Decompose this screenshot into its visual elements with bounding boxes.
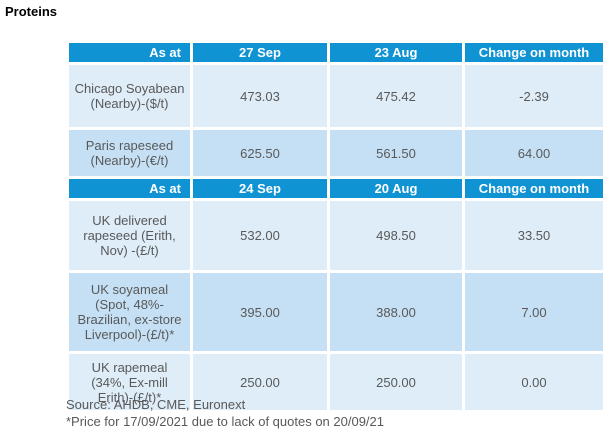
header-current-date-1: 27 Sep — [190, 40, 330, 65]
header-as-at-2: As at — [66, 176, 193, 201]
commodity-label: Chicago Soyabean (Nearby)-($/t) — [66, 62, 193, 130]
table-row-uk-rapemeal: UK rapemeal (34%, Ex-mill Erith)-(£/t)* … — [66, 351, 606, 413]
table-row-chicago-soyabean: Chicago Soyabean (Nearby)-($/t) 473.03 4… — [66, 62, 606, 130]
header-current-date-2: 24 Sep — [190, 176, 330, 201]
price-change: 7.00 — [462, 270, 606, 354]
table-header-row-1: As at 27 Sep 23 Aug Change on month — [66, 40, 606, 65]
commodity-label: Paris rapeseed (Nearby)-(€/t) — [66, 127, 193, 179]
price-change: 0.00 — [462, 351, 606, 413]
proteins-price-table: As at 27 Sep 23 Aug Change on month Chic… — [66, 40, 606, 413]
header-previous-date-2: 20 Aug — [327, 176, 465, 201]
header-change-on-month-1: Change on month — [462, 40, 606, 65]
table-row-uk-delivered-rapeseed: UK delivered rapeseed (Erith, Nov) -(£/t… — [66, 198, 606, 273]
table-footer: Source: AHDB, CME, Euronext *Price for 1… — [66, 396, 384, 430]
price-previous: 475.42 — [327, 62, 465, 130]
price-current: 473.03 — [190, 62, 330, 130]
commodity-label: UK rapemeal (34%, Ex-mill Erith)-(£/t)* — [66, 351, 193, 413]
price-previous: 250.00 — [327, 351, 465, 413]
table-row-paris-rapeseed: Paris rapeseed (Nearby)-(€/t) 625.50 561… — [66, 127, 606, 179]
proteins-table-container: As at 27 Sep 23 Aug Change on month Chic… — [66, 40, 606, 413]
page-title: Proteins — [5, 4, 58, 19]
price-current: 532.00 — [190, 198, 330, 273]
price-current: 625.50 — [190, 127, 330, 179]
price-previous: 561.50 — [327, 127, 465, 179]
commodity-label: UK soyameal (Spot, 48%- Brazilian, ex-st… — [66, 270, 193, 354]
price-current: 250.00 — [190, 351, 330, 413]
price-change: -2.39 — [462, 62, 606, 130]
header-as-at-1: As at — [66, 40, 193, 65]
price-previous: 498.50 — [327, 198, 465, 273]
source-text: Source: AHDB, CME, Euronext — [66, 397, 246, 412]
price-change: 64.00 — [462, 127, 606, 179]
price-current: 395.00 — [190, 270, 330, 354]
table-row-uk-soyameal: UK soyameal (Spot, 48%- Brazilian, ex-st… — [66, 270, 606, 354]
header-previous-date-1: 23 Aug — [327, 40, 465, 65]
commodity-label: UK delivered rapeseed (Erith, Nov) -(£/t… — [66, 198, 193, 273]
footnote-text: *Price for 17/09/2021 due to lack of quo… — [66, 414, 385, 429]
table-header-row-2: As at 24 Sep 20 Aug Change on month — [66, 176, 606, 201]
price-change: 33.50 — [462, 198, 606, 273]
price-previous: 388.00 — [327, 270, 465, 354]
header-change-on-month-2: Change on month — [462, 176, 606, 201]
